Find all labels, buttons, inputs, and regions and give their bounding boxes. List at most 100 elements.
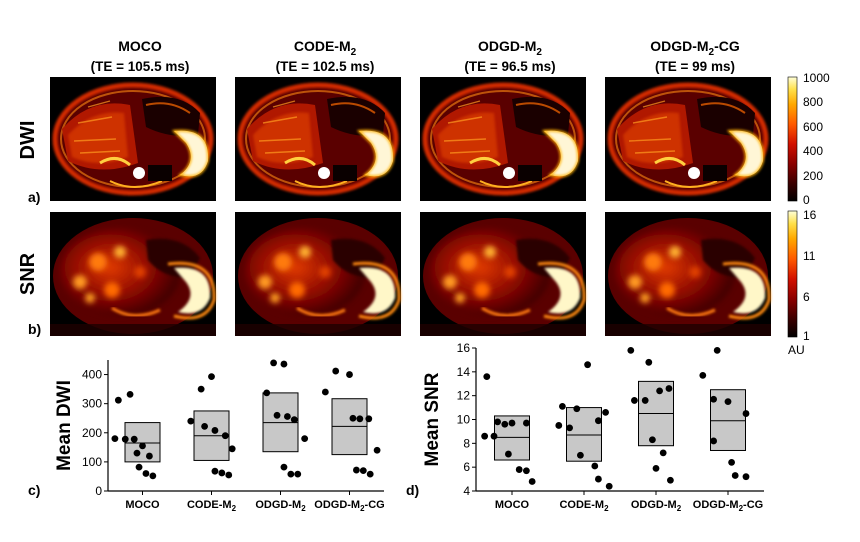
snr-chart-data-point xyxy=(602,408,609,416)
snr-chart-data-point xyxy=(566,424,573,432)
snr-chart-box xyxy=(566,407,602,462)
snr-colorbar: 16 11 6 1 AU xyxy=(787,208,817,357)
snr-colorbar-tick: 1 xyxy=(803,329,810,343)
snr-chart-data-point xyxy=(742,473,750,481)
column-te-odgd-m2: (TE = 96.5 ms) xyxy=(464,59,555,74)
snr-chart-data-point xyxy=(652,464,660,472)
snr-chart-data-point xyxy=(645,358,653,366)
dwi-chart-data-point xyxy=(135,463,143,471)
snr-chart-data-point xyxy=(699,372,707,379)
snr-chart-data-point xyxy=(667,476,674,484)
snr-chart-y-tick-label: 16 xyxy=(457,341,471,355)
dwi-chart-y-tick-label: 100 xyxy=(82,455,102,469)
dwi-chart-data-point xyxy=(321,388,329,396)
column-headers: MOCO (TE = 105.5 ms) CODE-M2 (TE = 102.5… xyxy=(91,38,740,74)
snr-chart-data-point xyxy=(483,373,491,380)
dwi-chart-data-point xyxy=(353,466,360,474)
dwi-chart-y-axis-label: Mean DWI xyxy=(54,380,75,471)
snr-image-odgd-m2 xyxy=(420,212,586,336)
dwi-image-row xyxy=(50,77,771,201)
chart-mean-dwi: 0 100 200 300 400 Mean DWI MOCO CODE-M2 ODGD-M2 O… xyxy=(54,359,385,513)
dwi-chart-data-point xyxy=(139,442,146,450)
dwi-chart-data-point xyxy=(366,470,374,478)
dwi-chart-data-point xyxy=(225,471,233,479)
snr-chart-data-point xyxy=(656,387,663,395)
dwi-colorbar-tick: 200 xyxy=(803,169,823,183)
panel-label-d: d) xyxy=(406,482,419,498)
dwi-chart-data-point xyxy=(359,467,367,475)
panel-label-c: c) xyxy=(28,482,40,498)
dwi-colorbar-tick: 400 xyxy=(803,144,823,158)
dwi-chart-data-point xyxy=(270,359,277,367)
dwi-chart-y-tick-label: 0 xyxy=(95,484,102,498)
snr-chart-x-tick-label: CODE-M2 xyxy=(559,499,609,513)
snr-chart-data-point xyxy=(659,449,667,457)
dwi-colorbar: 1000 800 600 400 200 0 xyxy=(787,71,830,207)
dwi-chart-data-point xyxy=(146,452,153,460)
snr-chart-data-point xyxy=(515,466,523,473)
snr-chart-y-tick-label: 6 xyxy=(463,460,470,474)
dwi-chart-data-point xyxy=(149,472,157,480)
snr-chart-data-point xyxy=(627,346,635,354)
dwi-colorbar-tick: 800 xyxy=(803,95,823,109)
column-title-moco: MOCO xyxy=(118,38,162,54)
dwi-chart-data-point xyxy=(201,422,209,430)
snr-chart-x-tick-label: MOCO xyxy=(495,499,530,511)
snr-image-odgd-m2-cg xyxy=(605,212,771,336)
dwi-chart-data-point xyxy=(126,390,134,398)
snr-chart-data-point xyxy=(665,385,673,392)
dwi-chart-data-point xyxy=(197,385,205,393)
snr-image-moco xyxy=(50,212,216,336)
dwi-chart-data-point xyxy=(280,463,288,471)
row-label-snr: SNR xyxy=(17,252,39,295)
dwi-chart-data-point xyxy=(114,396,122,404)
dwi-image-code-m2 xyxy=(235,77,401,201)
dwi-chart-y-tick-label: 400 xyxy=(82,368,102,382)
dwi-chart-data-point xyxy=(290,416,298,424)
snr-chart-data-point xyxy=(559,402,566,410)
snr-chart-data-point xyxy=(523,419,530,427)
column-te-odgd-m2-cg: (TE = 99 ms) xyxy=(655,59,735,74)
dwi-chart-box xyxy=(124,422,161,463)
dwi-chart-data-point xyxy=(280,360,288,368)
snr-chart-data-point xyxy=(577,451,584,459)
dwi-image-moco xyxy=(50,77,216,201)
snr-chart-data-point xyxy=(555,422,563,429)
chart-mean-snr: 4 6 8 10 12 14 16 Mean SNR MOCO CODE-M2 ODGD-M2 ODG… xyxy=(422,341,764,513)
dwi-chart-x-tick-label: CODE-M2 xyxy=(187,499,237,513)
snr-chart-data-point xyxy=(724,398,732,406)
column-title-code-m2: CODE-M2 xyxy=(294,38,357,58)
snr-colorbar-tick: 6 xyxy=(803,290,810,304)
dwi-chart-data-point xyxy=(332,367,340,375)
snr-chart-data-point xyxy=(641,397,649,404)
dwi-colorbar-tick: 1000 xyxy=(803,71,830,85)
dwi-chart-data-point xyxy=(130,435,138,443)
snr-chart-x-tick-label: ODGD-M2 xyxy=(631,499,682,513)
snr-chart-data-point xyxy=(742,410,750,417)
dwi-chart-data-point xyxy=(142,470,150,477)
snr-chart-y-tick-label: 10 xyxy=(457,413,471,427)
snr-chart-data-point xyxy=(728,459,735,466)
snr-chart-data-point xyxy=(713,346,721,354)
snr-chart-y-tick-label: 14 xyxy=(457,365,471,379)
dwi-chart-data-point xyxy=(349,414,357,422)
snr-colorbar-unit: AU xyxy=(788,343,805,357)
snr-chart-data-point xyxy=(523,467,530,475)
column-te-code-m2: (TE = 102.5 ms) xyxy=(276,59,375,74)
dwi-chart-data-point xyxy=(221,432,229,440)
snr-chart-data-point xyxy=(528,478,536,485)
dwi-colorbar-tick: 600 xyxy=(803,120,823,134)
dwi-chart-data-point xyxy=(365,415,373,423)
dwi-chart-x-tick-label: ODGD-M2-CG xyxy=(314,499,384,513)
dwi-chart-data-point xyxy=(211,427,219,434)
dwi-chart-data-point xyxy=(346,371,353,378)
row-label-dwi: DWI xyxy=(17,121,39,160)
column-title-odgd-m2-cg: ODGD-M2-CG xyxy=(650,38,740,58)
snr-chart-data-point xyxy=(494,418,501,426)
snr-chart-data-point xyxy=(505,450,512,458)
snr-chart-y-tick-label: 4 xyxy=(463,484,470,498)
snr-chart-data-point xyxy=(710,395,717,403)
dwi-image-odgd-m2 xyxy=(420,77,586,201)
dwi-chart-x-tick-label: MOCO xyxy=(125,499,160,511)
dwi-chart-data-point xyxy=(301,435,309,442)
